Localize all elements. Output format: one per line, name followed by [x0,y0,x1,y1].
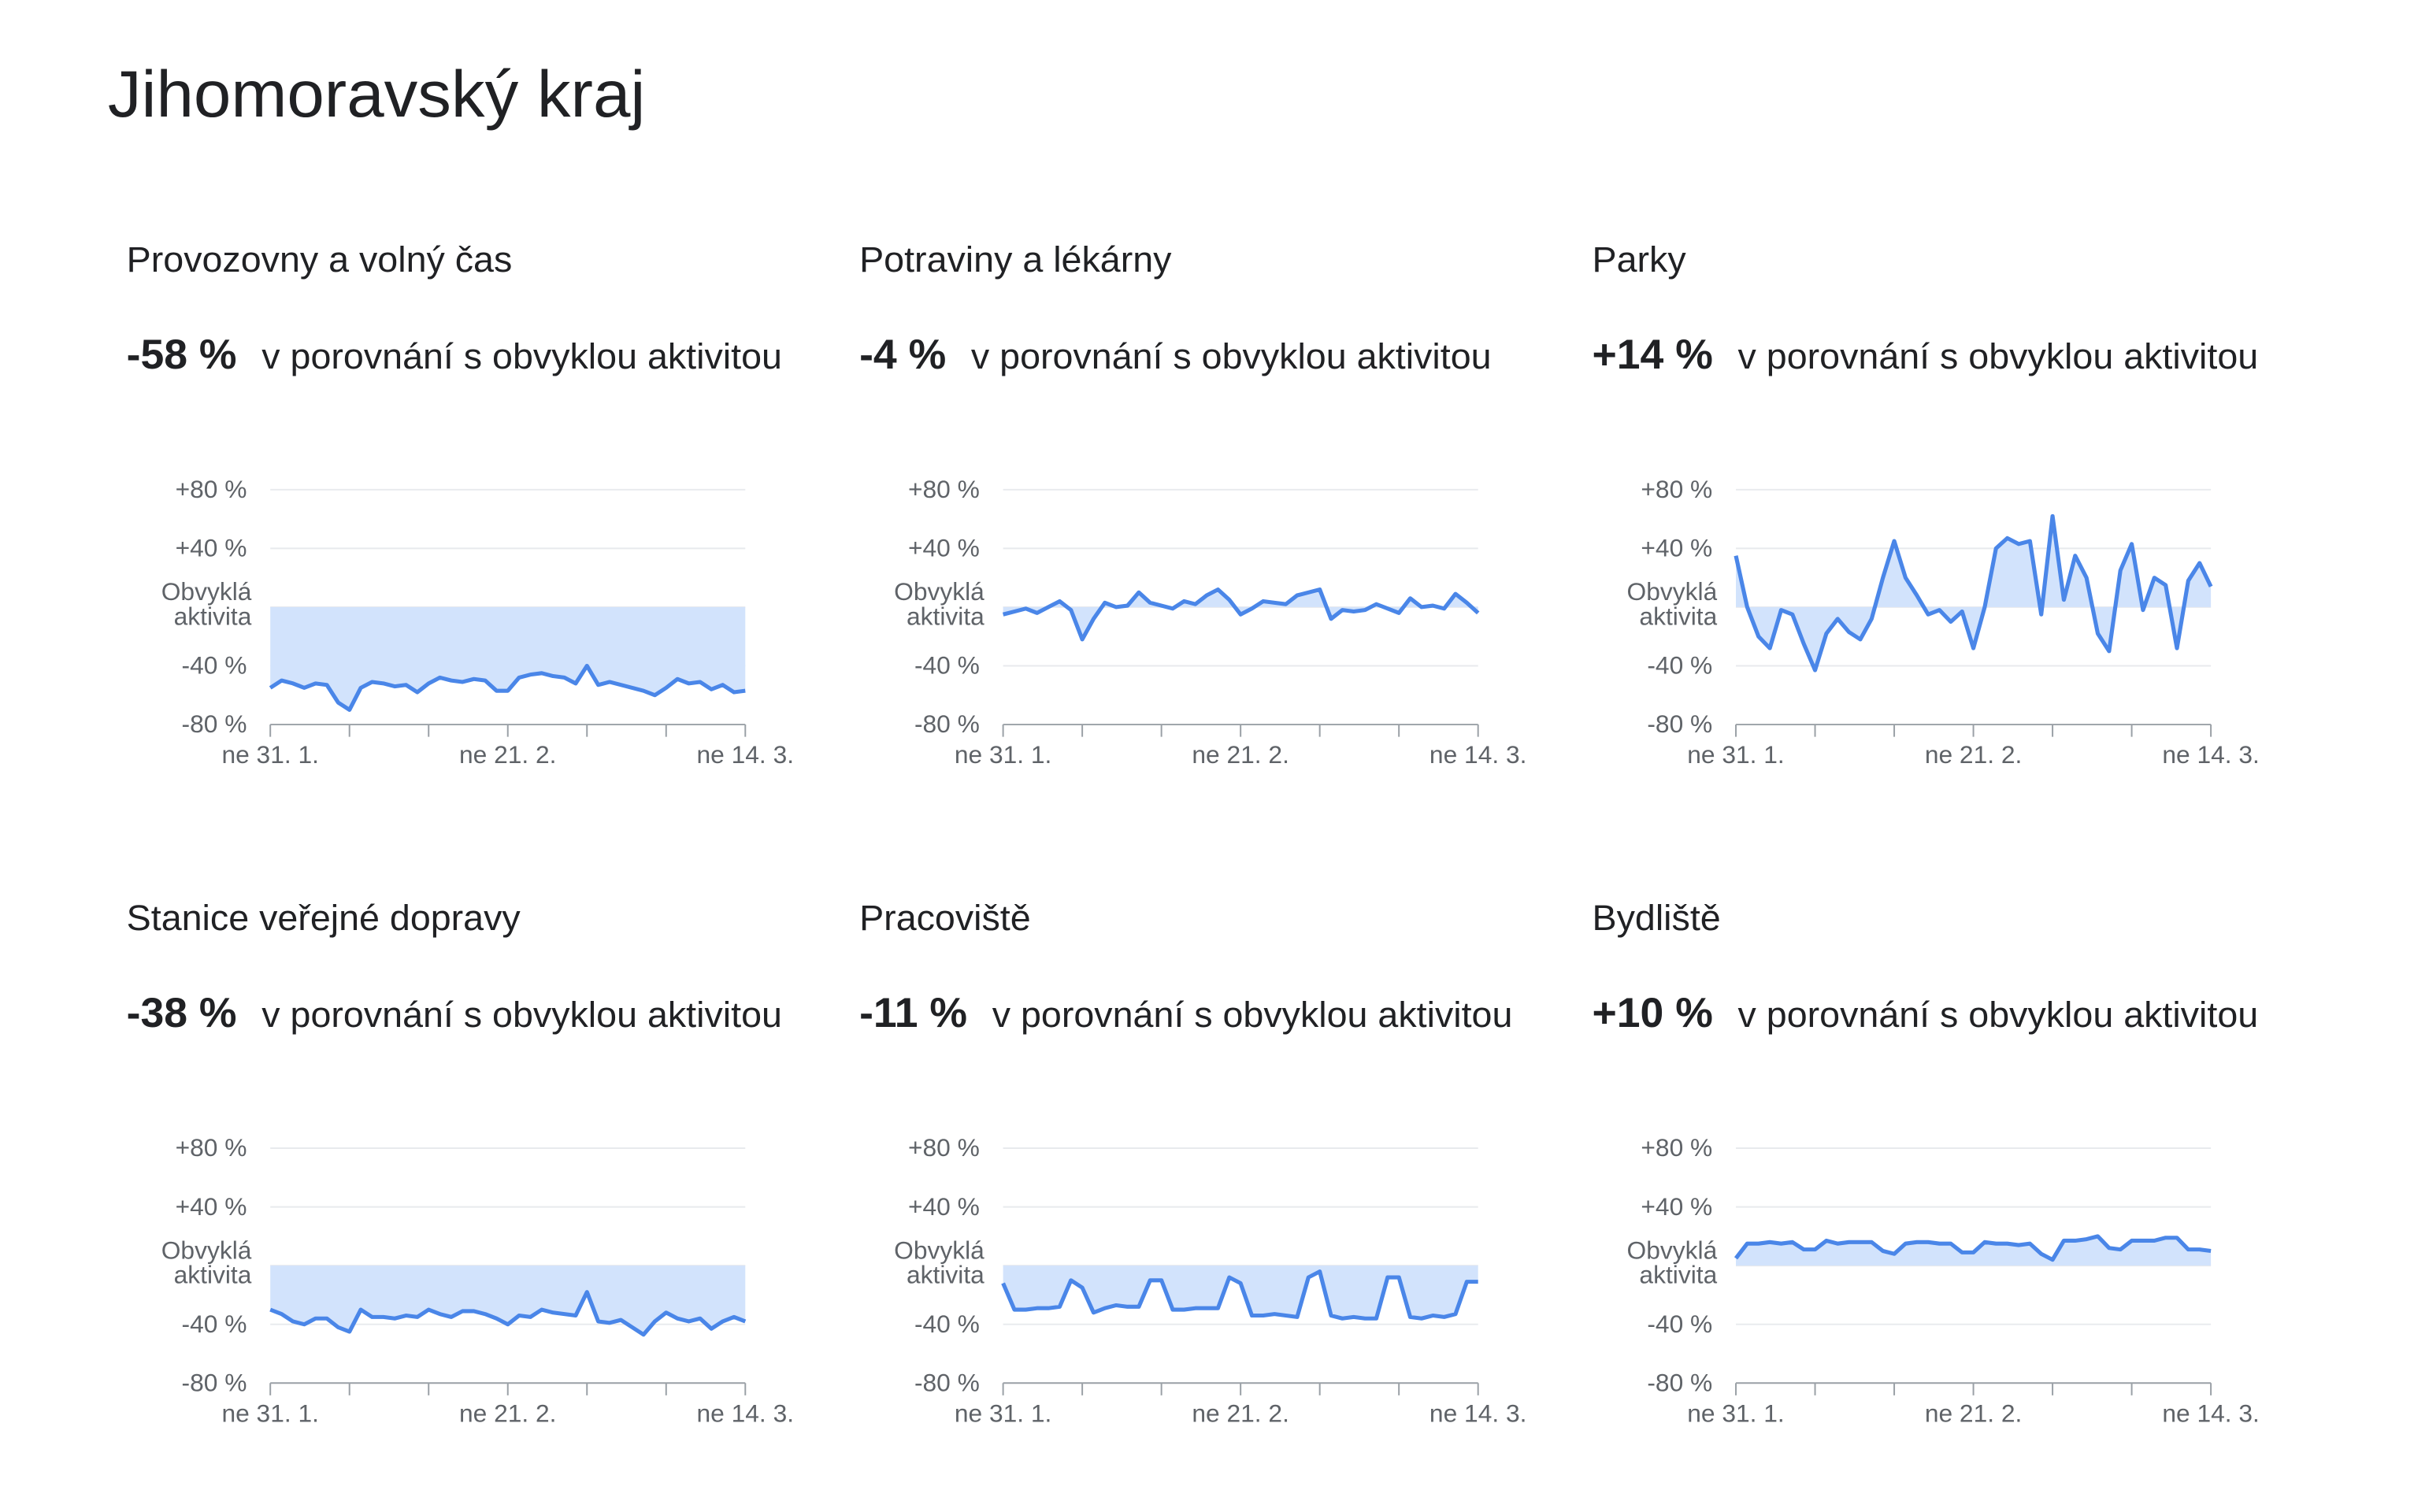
x-tick-label: ne 14. 3. [697,1400,794,1428]
y-tick-label: +40 % [908,1193,980,1221]
y-tick-label: +40 % [908,535,980,562]
comparison: v porovnání s obvyklou aktivitou [261,994,782,1035]
change-value: -11 % [859,990,967,1036]
x-tick-label: ne 31. 1. [221,1400,318,1428]
x-tick-label: ne 21. 2. [1192,1400,1289,1428]
chart-title: Stanice veřejné dopravy [127,898,521,939]
y-tick-label: -40 % [182,1310,247,1338]
y-tick-label: +40 % [176,535,247,562]
chart-title: Provozovny a volný čas [127,239,513,280]
change-value: +14 % [1593,332,1713,377]
comparison: v porovnání s obvyklou aktivitou [261,335,782,376]
y-tick-label: +80 % [176,476,247,503]
change-value: -58 % [127,332,237,377]
y-tick-label: +80 % [176,1134,247,1162]
change-line: -4 % v porovnání s obvyklou aktivitou [859,332,1491,377]
y-tick-label: +80 % [908,1134,980,1162]
y-tick-label-box: Obvyklá aktivita [161,580,252,631]
line [269,1290,747,1337]
change-line: +10 % v porovnání s obvyklou aktivitou [1593,990,2259,1036]
y-tick-label-box: Obvyklá aktivita [894,580,985,631]
x-tick-label: ne 31. 1. [1687,1400,1784,1428]
line [1734,513,2213,673]
comparison: v porovnání s obvyklou aktivitou [1738,335,2259,376]
comparison: v porovnání s obvyklou aktivitou [992,994,1513,1035]
x-tick-label: ne 14. 3. [2162,741,2259,769]
line [1734,1234,2212,1262]
y-tick-label: -40 % [182,652,247,680]
x-tick-label: ne 21. 2. [1925,1400,2022,1428]
x-tick-label: ne 14. 3. [697,741,794,769]
y-tick-label-box: Obvyklá aktivita [1626,580,1718,631]
y-tick-label: -40 % [914,1310,980,1338]
chart-title: Potraviny a lékárny [859,239,1172,280]
x-tick-label: ne 21. 2. [459,741,556,769]
y-tick-label: -80 % [182,1369,247,1397]
y-tick-label: -40 % [1647,1310,1712,1338]
y-tick-label: +80 % [1641,1134,1712,1162]
change-value: +10 % [1593,990,1713,1036]
y-tick-label: Obvyklá aktivita [161,1240,252,1289]
x-tick-label: ne 31. 1. [955,1400,1051,1428]
y-tick-label-box: Obvyklá aktivita [161,1240,252,1289]
y-tick-label: +40 % [176,1193,247,1221]
x-tick-label: ne 31. 1. [221,741,318,769]
x-tick-label: ne 14. 3. [1429,741,1526,769]
y-tick-label: Obvyklá aktivita [1626,1240,1718,1289]
chart-title: Pracoviště [859,898,1031,939]
line [1001,1269,1478,1321]
x-tick-label: ne 21. 2. [1192,741,1289,769]
y-tick-label-box: Obvyklá aktivita [894,1240,985,1289]
y-tick-label: -80 % [1647,710,1712,738]
y-tick-label: -80 % [1647,1369,1712,1397]
chart-title: Parky [1593,239,1687,280]
page-title: Jihomoravský kraj [108,57,645,131]
comparison: v porovnání s obvyklou aktivitou [971,335,1492,376]
y-tick-label: Obvyklá aktivita [894,580,985,631]
y-tick-label: Obvyklá aktivita [1626,580,1718,631]
x-tick-label: ne 31. 1. [955,741,1051,769]
y-tick-label: -80 % [182,710,247,738]
change-line: -38 % v porovnání s obvyklou aktivitou [127,990,782,1036]
x-tick-label: ne 14. 3. [1429,1400,1526,1428]
comparison: v porovnání s obvyklou aktivitou [1738,994,2259,1035]
y-tick-label: -80 % [914,710,980,738]
y-tick-label: -40 % [914,652,980,680]
y-tick-label: +40 % [1641,1193,1712,1221]
x-tick-label: ne 21. 2. [459,1400,556,1428]
change-line: -58 % v porovnání s obvyklou aktivitou [127,332,782,377]
change-value: -4 % [859,332,946,377]
y-tick-label: -40 % [1647,652,1712,680]
y-tick-label-box: Obvyklá aktivita [1626,1240,1718,1289]
line [269,663,746,712]
y-tick-label: +40 % [1641,535,1712,562]
chart-title: Bydliště [1593,898,1721,939]
area [1736,516,2212,671]
area [270,606,746,710]
y-tick-label: Obvyklá aktivita [161,580,252,631]
y-tick-label: Obvyklá aktivita [894,1240,985,1289]
y-tick-label: -80 % [914,1369,980,1397]
y-tick-label: +80 % [1641,476,1712,503]
line [1002,587,1480,642]
x-tick-label: ne 14. 3. [2162,1400,2259,1428]
x-tick-label: ne 31. 1. [1687,741,1784,769]
x-tick-label: ne 21. 2. [1925,741,2022,769]
change-line: +14 % v porovnání s obvyklou aktivitou [1593,332,2259,377]
y-tick-label: +80 % [908,476,980,503]
change-value: -38 % [127,990,237,1036]
change-line: -11 % v porovnání s obvyklou aktivitou [859,990,1512,1036]
